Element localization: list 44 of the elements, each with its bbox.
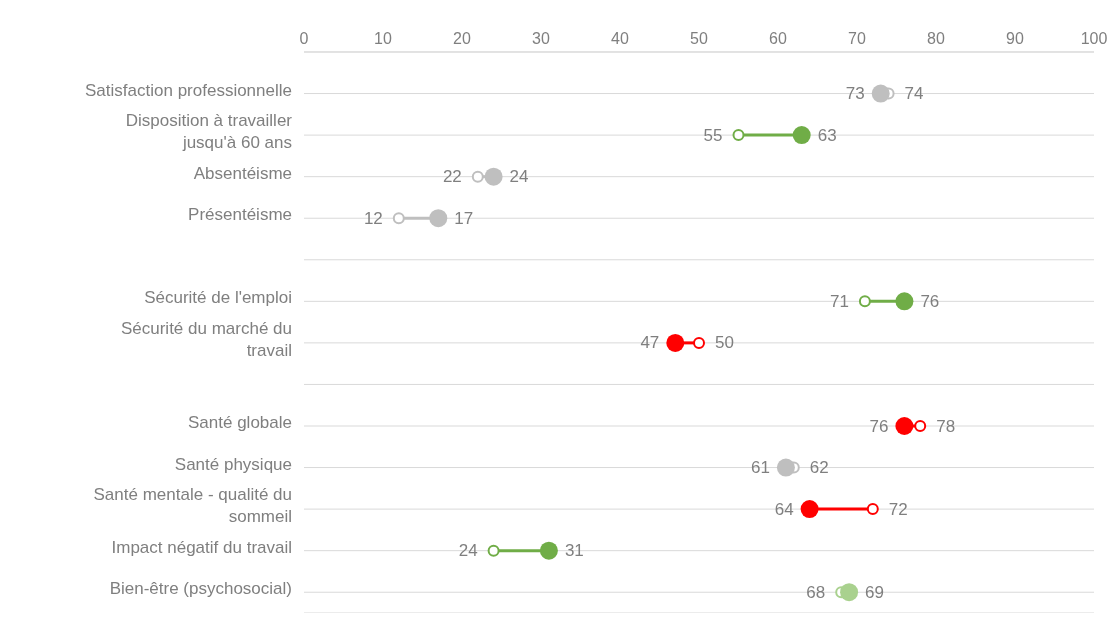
y-tick-label: Satisfaction professionnelle [85, 80, 292, 100]
data-label: 76 [920, 291, 940, 311]
data-label: 76 [869, 416, 889, 436]
data-label: 78 [936, 416, 956, 436]
x-tick-label: 70 [848, 30, 866, 47]
data-label: 74 [904, 84, 924, 104]
data-label: 72 [888, 499, 908, 519]
x-tick-label: 40 [611, 30, 629, 47]
y-tick-label: Bien-être (psychosocial) [109, 578, 292, 598]
data-label: 69 [865, 582, 885, 602]
y-tick-label: Santé physique [174, 454, 292, 474]
data-label: 12 [363, 208, 383, 228]
x-tick-label: 30 [532, 30, 550, 47]
data-label: 31 [564, 541, 584, 561]
y-tick-label: Impact négatif du travail [111, 537, 292, 557]
data-label: 68 [806, 582, 826, 602]
y-tick-label: Santé globale [188, 412, 292, 432]
data-label: 61 [750, 458, 770, 478]
y-tick-label: Sécurité du marché du travail [120, 318, 292, 360]
x-tick-label: 90 [1006, 30, 1024, 47]
x-tick-label: 20 [453, 30, 471, 47]
data-label: 24 [509, 167, 529, 187]
y-tick-label: Absentéisme [193, 163, 292, 183]
x-tick-label: 60 [769, 30, 787, 47]
x-tick-label: 0 [299, 30, 309, 47]
x-tick-label: 50 [690, 30, 708, 47]
y-tick-label: Santé mentale - qualité du sommeil [93, 484, 292, 526]
data-label: 24 [458, 541, 478, 561]
data-label: 50 [715, 333, 734, 353]
data-label: 22 [442, 167, 462, 187]
y-tick-label: Disposition à travailler jusqu'à 60 ans [125, 110, 293, 152]
data-label: 62 [809, 458, 829, 478]
y-tick-label: Sécurité de l'emploi [144, 287, 292, 307]
data-label: 64 [774, 499, 794, 519]
data-label: 17 [454, 208, 474, 228]
x-tick-label: 100 [1080, 30, 1108, 47]
y-tick-label: Présentéisme [188, 204, 292, 224]
data-label: 73 [845, 84, 865, 104]
data-label: 47 [640, 333, 660, 353]
data-label: 71 [829, 291, 849, 311]
data-label: 55 [703, 125, 723, 145]
x-tick-label: 10 [374, 30, 392, 47]
data-label: 63 [817, 125, 837, 145]
x-tick-label: 80 [927, 30, 945, 47]
